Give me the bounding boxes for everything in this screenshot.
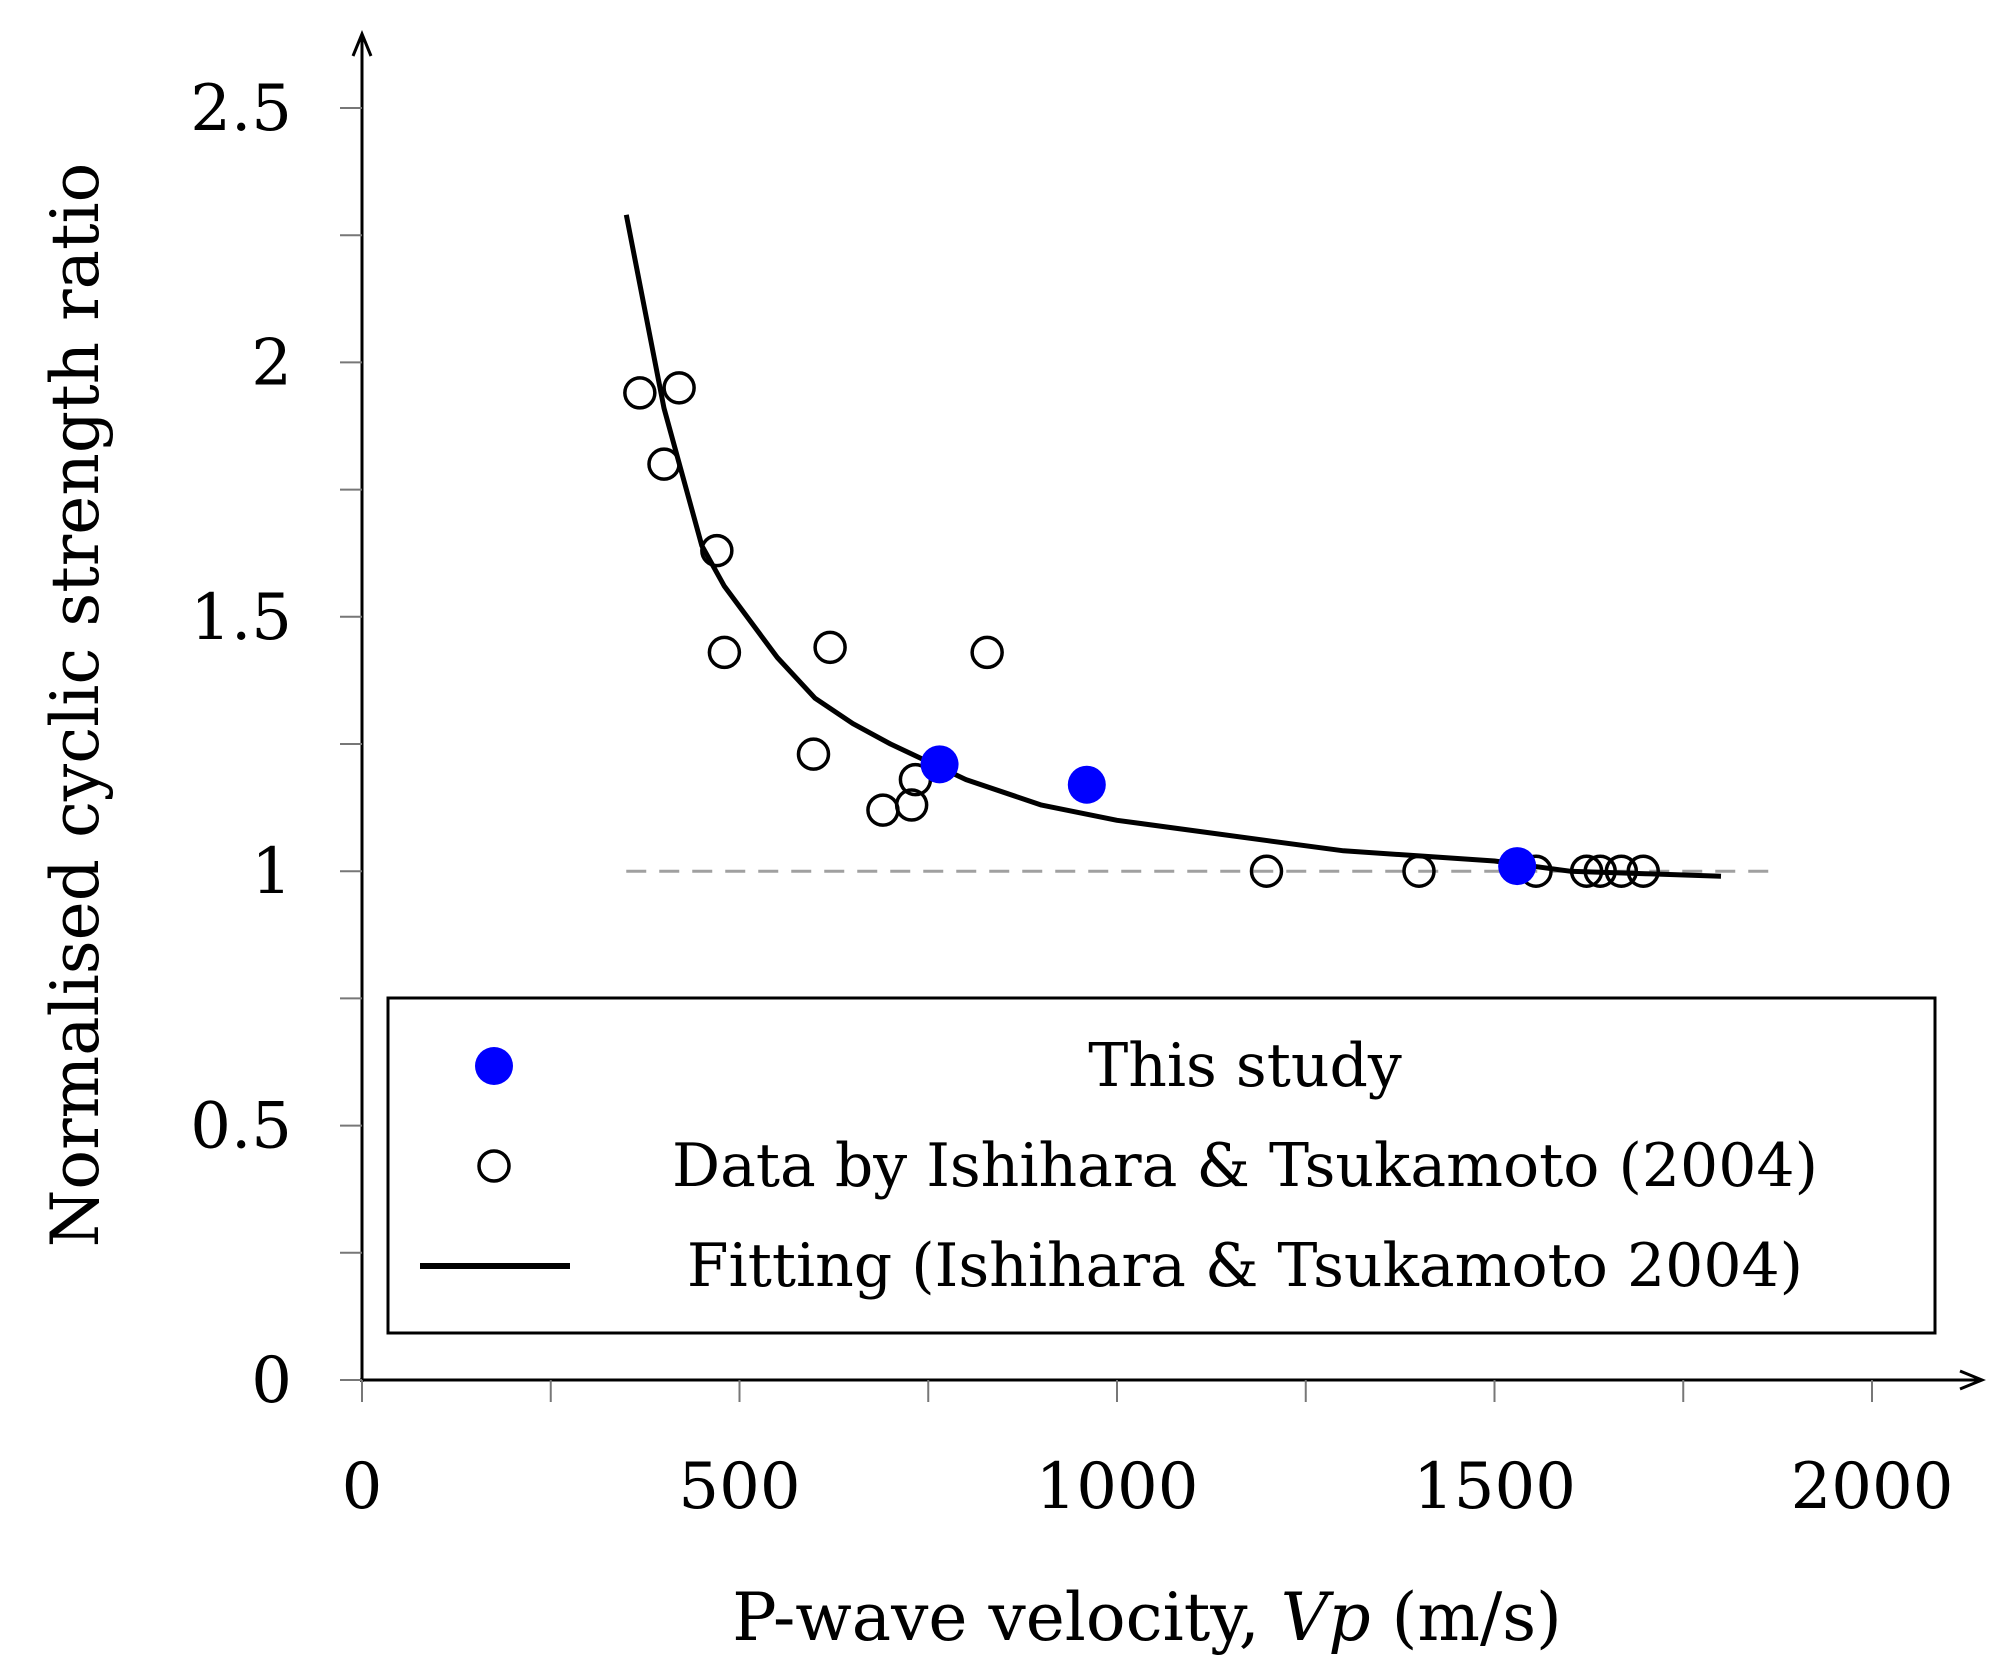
- data-point-ishihara: [1583, 854, 1617, 888]
- legend-label-ishihara: Data by Ishihara & Tsukamoto (2004): [672, 1131, 1818, 1201]
- data-point-ishihara: [707, 635, 742, 670]
- y-axis-arrow-icon: [351, 30, 373, 57]
- data-point-ishihara: [662, 371, 696, 405]
- legend-label-fitting: Fitting (Ishihara & Tsukamoto 2004): [687, 1231, 1803, 1301]
- y-tick-label: 0.5: [190, 1090, 292, 1164]
- y-axis-title: Normalised cyclic strength ratio: [37, 163, 114, 1248]
- legend-label-this-study: This study: [1088, 1031, 1402, 1101]
- data-point-ishihara: [623, 376, 657, 410]
- data-point-ishihara: [700, 533, 734, 568]
- legend-marker-ishihara: [477, 1149, 511, 1183]
- x-axis-title-unit: (m/s): [1371, 1579, 1562, 1656]
- x-tick-label: 1500: [1413, 1450, 1576, 1524]
- axes: 0 500 1000 1500 2000 0 0.5 1 1.5 2 2.5: [190, 30, 1986, 1524]
- y-tick-label: 1.5: [190, 581, 292, 655]
- data-point-ishihara: [796, 737, 831, 771]
- y-tick-label: 2.5: [190, 72, 292, 146]
- x-axis-arrow-icon: [1959, 1369, 1986, 1391]
- x-tick-label: 2000: [1791, 1450, 1954, 1524]
- data-points-group: [623, 371, 1660, 888]
- legend: This study Data by Ishihara & Tsukamoto (…: [386, 996, 1937, 1335]
- x-axis-title-variable: Vp: [1281, 1579, 1371, 1656]
- data-point-this-study: [1067, 765, 1106, 804]
- x-tick-label: 1000: [1036, 1450, 1199, 1524]
- legend-box: [386, 996, 1937, 1335]
- data-point-ishihara: [1604, 854, 1639, 888]
- axis-labels: P-wave velocity, Vp (m/s) Normalised cyc…: [37, 163, 1562, 1656]
- data-point-ishihara: [813, 630, 847, 665]
- x-tick-label: 500: [678, 1450, 800, 1524]
- data-point-this-study: [1498, 847, 1537, 886]
- data-point-ishihara: [970, 635, 1004, 670]
- x-axis-title-text: P-wave velocity,: [732, 1579, 1281, 1656]
- y-tick-label: 2: [251, 326, 292, 400]
- x-axis-title: P-wave velocity, Vp (m/s): [732, 1579, 1562, 1656]
- y-tick-label: 1: [251, 835, 292, 909]
- data-point-ishihara: [647, 447, 681, 481]
- y-tick-label: 0: [251, 1344, 292, 1418]
- data-point-ishihara: [1249, 854, 1284, 888]
- data-point-this-study: [920, 745, 959, 784]
- data-point-ishihara: [866, 793, 900, 827]
- fitting-line-group: [623, 214, 1722, 879]
- data-point-ishihara: [894, 788, 929, 822]
- x-tick-label: 0: [342, 1450, 383, 1524]
- fitting-curve: [623, 214, 1722, 879]
- data-point-ishihara: [1402, 854, 1436, 888]
- data-point-ishihara: [1626, 854, 1660, 888]
- legend-marker-this-study: [475, 1047, 513, 1085]
- data-point-ishihara: [1569, 854, 1604, 888]
